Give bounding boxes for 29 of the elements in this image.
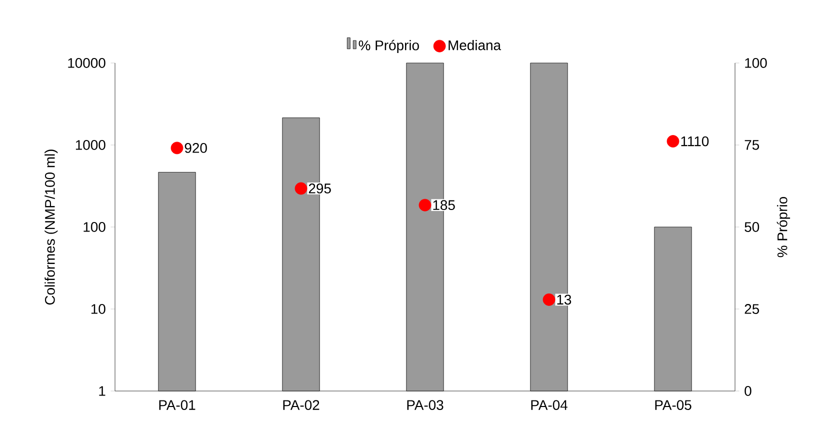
y2-tick-label: 0 (744, 386, 752, 396)
y-tick-label: 1 (99, 386, 106, 396)
y-tick-label: 10000 (68, 58, 106, 68)
y2-tick-label: 25 (744, 304, 760, 314)
x-tick-label: PA-01 (159, 400, 196, 410)
y2-tick-label: 75 (744, 140, 760, 150)
y2-tick-label: 100 (745, 58, 767, 68)
x-tick-label: PA-03 (407, 400, 444, 410)
x-tick-label: PA-02 (283, 400, 320, 410)
data-label: 920 (184, 143, 207, 153)
y-tick-label: 1000 (76, 140, 106, 150)
data-label: 1110 (681, 136, 709, 146)
x-tick-label: PA-04 (531, 400, 568, 410)
legend-label: % Próprio (358, 40, 419, 54)
point (294, 182, 308, 195)
legend-label: Mediana (448, 40, 502, 50)
point (666, 135, 680, 148)
data-label: 185 (433, 200, 455, 210)
x-tick-label: PA-05 (655, 400, 692, 410)
y-axis-title: Coliformes (NMP/100 ml) (44, 150, 58, 305)
y2-tick-label: 50 (744, 222, 760, 232)
y-tick-label: 10 (91, 304, 106, 314)
point (170, 142, 184, 154)
data-label: 295 (308, 184, 331, 194)
y2-axis-title: % Próprio (776, 196, 790, 258)
point (418, 198, 432, 212)
y-tick-label: 100 (84, 222, 106, 232)
point (542, 293, 556, 306)
data-label: 13 (557, 294, 572, 305)
